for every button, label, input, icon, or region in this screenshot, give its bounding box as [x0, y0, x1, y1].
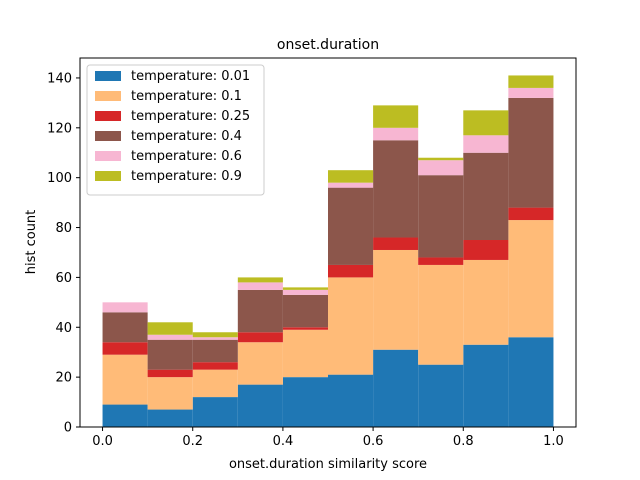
y-tick-label: 80	[55, 221, 72, 236]
bar-series-2-bin-8	[463, 240, 509, 260]
bar-series-4-bin-4	[282, 289, 328, 295]
x-tick-label: 0.2	[182, 434, 203, 449]
bar-series-5-bin-2	[192, 332, 238, 338]
x-axis: 0.0 0.2 0.4 0.6 0.8 1.0	[92, 427, 564, 449]
bar-series-5-bin-8	[463, 110, 509, 136]
bar-series-4-bin-5	[328, 182, 374, 188]
bar-series-3-bin-6	[373, 140, 419, 238]
y-tick-label: 60	[55, 271, 72, 286]
legend-swatch	[95, 91, 121, 101]
chart-title: onset.duration	[277, 37, 379, 53]
bar-series-5-bin-4	[282, 287, 328, 290]
x-tick-label: 0.4	[273, 434, 294, 449]
bar-series-4-bin-6	[373, 127, 419, 141]
bar-series-1-bin-6	[373, 249, 419, 350]
legend-swatch	[95, 151, 121, 161]
legend-entry-label: temperature: 0.25	[131, 109, 250, 124]
bar-series-4-bin-3	[237, 282, 283, 290]
plot-frame	[79, 57, 577, 428]
bar-series-4-bin-0	[102, 302, 148, 313]
bar-series-3-bin-4	[282, 294, 328, 328]
bar-series-3-bin-8	[463, 152, 509, 241]
bar-series-0-bin-6	[373, 349, 419, 427]
legend-swatch	[95, 171, 121, 181]
bar-series-0-bin-8	[463, 344, 509, 427]
bar-series-4-bin-2	[192, 337, 238, 340]
bar-series-3-bin-3	[237, 289, 283, 333]
legend-entry-label: temperature: 0.6	[131, 149, 242, 164]
x-tick-label: 1.0	[543, 434, 564, 449]
bar-series-0-bin-4	[282, 377, 328, 427]
bar-series-4-bin-8	[463, 135, 509, 153]
bar-series-0-bin-0	[102, 404, 148, 427]
bar-series-1-bin-5	[328, 277, 374, 375]
bar-series-0-bin-5	[328, 374, 374, 427]
bar-series-4-bin-9	[508, 87, 554, 98]
bar-series-1-bin-4	[282, 329, 328, 378]
bar-series-2-bin-4	[282, 327, 328, 330]
bars-layer	[102, 75, 554, 427]
bar-series-5-bin-3	[237, 277, 283, 283]
bar-series-5-bin-5	[328, 170, 374, 183]
bar-series-5-bin-9	[508, 75, 554, 88]
bar-series-2-bin-0	[102, 342, 148, 355]
bar-series-3-bin-7	[418, 175, 464, 258]
bar-series-1-bin-2	[192, 369, 238, 398]
x-axis-label: onset.duration similarity score	[229, 457, 427, 472]
bar-series-0-bin-9	[508, 337, 554, 427]
bar-series-3-bin-0	[102, 312, 148, 343]
legend-entry-label: temperature: 0.01	[131, 69, 250, 84]
y-axis-label: hist count	[24, 210, 39, 275]
bar-series-1-bin-8	[463, 259, 509, 345]
y-tick-label: 140	[47, 71, 72, 86]
y-axis: 0 20 40 60 80 100 120 140	[47, 71, 80, 436]
bar-series-1-bin-0	[102, 354, 148, 405]
legend-swatch	[95, 71, 121, 81]
bar-series-2-bin-2	[192, 362, 238, 370]
legend-entry-label: temperature: 0.4	[131, 129, 242, 144]
legend-frame	[86, 64, 265, 196]
bar-series-1-bin-9	[508, 220, 554, 338]
x-tick-label: 0.0	[92, 434, 113, 449]
x-tick-label: 0.6	[363, 434, 384, 449]
legend-swatch	[95, 111, 121, 121]
bar-series-2-bin-5	[328, 264, 374, 278]
legend-entry-label: temperature: 0.9	[131, 169, 242, 184]
bar-series-1-bin-3	[237, 342, 283, 385]
bar-series-3-bin-2	[192, 339, 238, 363]
bar-series-5-bin-7	[418, 157, 464, 161]
legend-swatch	[95, 131, 121, 141]
bar-series-0-bin-1	[147, 409, 193, 427]
bar-series-4-bin-7	[418, 160, 464, 176]
bar-series-0-bin-2	[192, 397, 238, 427]
x-tick-label: 0.8	[453, 434, 474, 449]
legend-entry-label: temperature: 0.1	[131, 89, 242, 104]
bar-series-2-bin-7	[418, 257, 464, 265]
y-tick-label: 20	[55, 371, 72, 386]
bar-series-5-bin-6	[373, 105, 419, 128]
legend: temperature: 0.01 temperature: 0.1 tempera…	[86, 64, 265, 196]
y-tick-label: 0	[64, 421, 72, 436]
bar-series-0-bin-3	[237, 384, 283, 427]
bar-series-2-bin-6	[373, 237, 419, 250]
bar-series-0-bin-7	[418, 364, 464, 427]
bar-series-3-bin-9	[508, 97, 554, 208]
bar-series-3-bin-1	[147, 339, 193, 370]
bar-series-1-bin-1	[147, 377, 193, 410]
bar-series-1-bin-7	[418, 264, 464, 365]
bar-series-4-bin-1	[147, 334, 193, 340]
bar-series-5-bin-1	[147, 322, 193, 335]
bar-series-2-bin-1	[147, 369, 193, 378]
bar-series-3-bin-5	[328, 187, 374, 265]
y-tick-label: 100	[47, 171, 72, 186]
y-tick-label: 120	[47, 121, 72, 136]
bar-series-2-bin-3	[237, 332, 283, 343]
bar-series-2-bin-9	[508, 207, 554, 221]
y-tick-label: 40	[55, 321, 72, 336]
